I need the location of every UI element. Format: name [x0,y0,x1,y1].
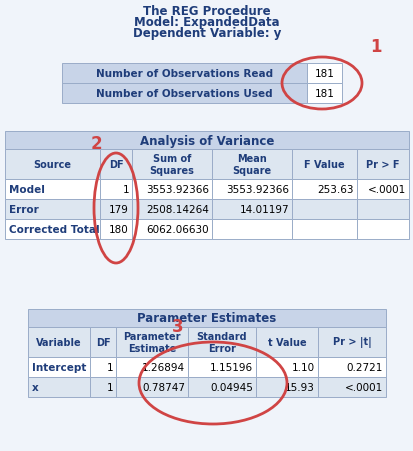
Text: Analysis of Variance: Analysis of Variance [140,134,273,147]
Text: x: x [32,382,39,392]
Bar [356,179,408,199]
Bar [356,199,408,220]
Text: 3553.92366: 3553.92366 [225,184,288,194]
Bar [28,309,385,327]
Bar [132,220,211,239]
Text: 6062.06630: 6062.06630 [146,225,209,235]
Text: 181: 181 [314,89,334,99]
Text: 2508.14264: 2508.14264 [146,205,209,215]
Text: The REG Procedure: The REG Procedure [143,5,270,18]
Text: 14.01197: 14.01197 [239,205,288,215]
Text: <.0001: <.0001 [344,382,382,392]
Bar [255,377,317,397]
Bar [90,377,116,397]
Text: 1: 1 [106,362,113,372]
Text: 0.2721: 0.2721 [346,362,382,372]
Bar [5,150,100,179]
Text: Dependent Variable: y: Dependent Variable: y [133,27,280,40]
Bar [100,220,132,239]
Text: 1: 1 [122,184,129,194]
Bar [306,84,341,104]
Text: 179: 179 [109,205,129,215]
Text: 1.26894: 1.26894 [142,362,185,372]
Bar [291,179,356,199]
Bar [132,199,211,220]
Text: Number of Observations Read: Number of Observations Read [96,69,273,79]
Bar [62,84,306,104]
Bar [317,377,385,397]
Text: t Value: t Value [267,337,306,347]
Text: Pr > |t|: Pr > |t| [332,337,370,348]
Text: Model: Model [9,184,45,194]
Bar [211,220,291,239]
Bar [188,377,255,397]
Bar [132,150,211,179]
Text: DF: DF [109,160,123,170]
Bar [291,150,356,179]
Bar [28,327,90,357]
Text: 180: 180 [109,225,129,235]
Bar [291,199,356,220]
Text: DF: DF [95,337,110,347]
Text: Source: Source [33,160,71,170]
Bar [317,357,385,377]
Bar [90,357,116,377]
Bar [62,64,306,84]
Text: Sum of
Squares: Sum of Squares [149,154,194,175]
Bar [211,199,291,220]
Text: Corrected Total: Corrected Total [9,225,100,235]
Text: 15.93: 15.93 [285,382,314,392]
Text: 181: 181 [314,69,334,79]
Text: 2: 2 [90,135,102,152]
Bar [5,132,408,150]
Text: 1.10: 1.10 [291,362,314,372]
Bar [132,179,211,199]
Bar [116,357,188,377]
Bar [317,327,385,357]
Bar [188,327,255,357]
Bar [100,150,132,179]
Bar [356,150,408,179]
Bar [306,64,341,84]
Text: 253.63: 253.63 [317,184,353,194]
Text: 1: 1 [369,38,381,56]
Bar [356,220,408,239]
Text: Parameter Estimates: Parameter Estimates [137,312,276,325]
Bar [255,357,317,377]
Text: F Value: F Value [304,160,344,170]
Text: Standard
Error: Standard Error [196,331,247,353]
Text: 3553.92366: 3553.92366 [146,184,209,194]
Text: Intercept: Intercept [32,362,86,372]
Bar [291,220,356,239]
Text: Error: Error [9,205,39,215]
Bar [211,150,291,179]
Bar [5,199,100,220]
Bar [188,357,255,377]
Bar [100,179,132,199]
Text: Mean
Square: Mean Square [232,154,271,175]
Text: 3: 3 [172,318,183,335]
Text: 1: 1 [106,382,113,392]
Text: Pr > F: Pr > F [366,160,399,170]
Text: Model: ExpandedData: Model: ExpandedData [134,16,279,29]
Bar [28,357,90,377]
Bar [255,327,317,357]
Bar [28,309,385,397]
Text: Variable: Variable [36,337,82,347]
Bar [211,179,291,199]
Bar [116,377,188,397]
Text: 0.04945: 0.04945 [210,382,252,392]
Text: Number of Observations Used: Number of Observations Used [96,89,272,99]
Bar [28,377,90,397]
Text: Parameter
Estimate: Parameter Estimate [123,331,180,353]
Text: 1.15196: 1.15196 [209,362,252,372]
Bar [5,132,408,239]
Bar [5,220,100,239]
Bar [116,327,188,357]
Bar [90,327,116,357]
Text: <.0001: <.0001 [367,184,405,194]
Bar [100,199,132,220]
Text: 0.78747: 0.78747 [142,382,185,392]
Bar [5,179,100,199]
